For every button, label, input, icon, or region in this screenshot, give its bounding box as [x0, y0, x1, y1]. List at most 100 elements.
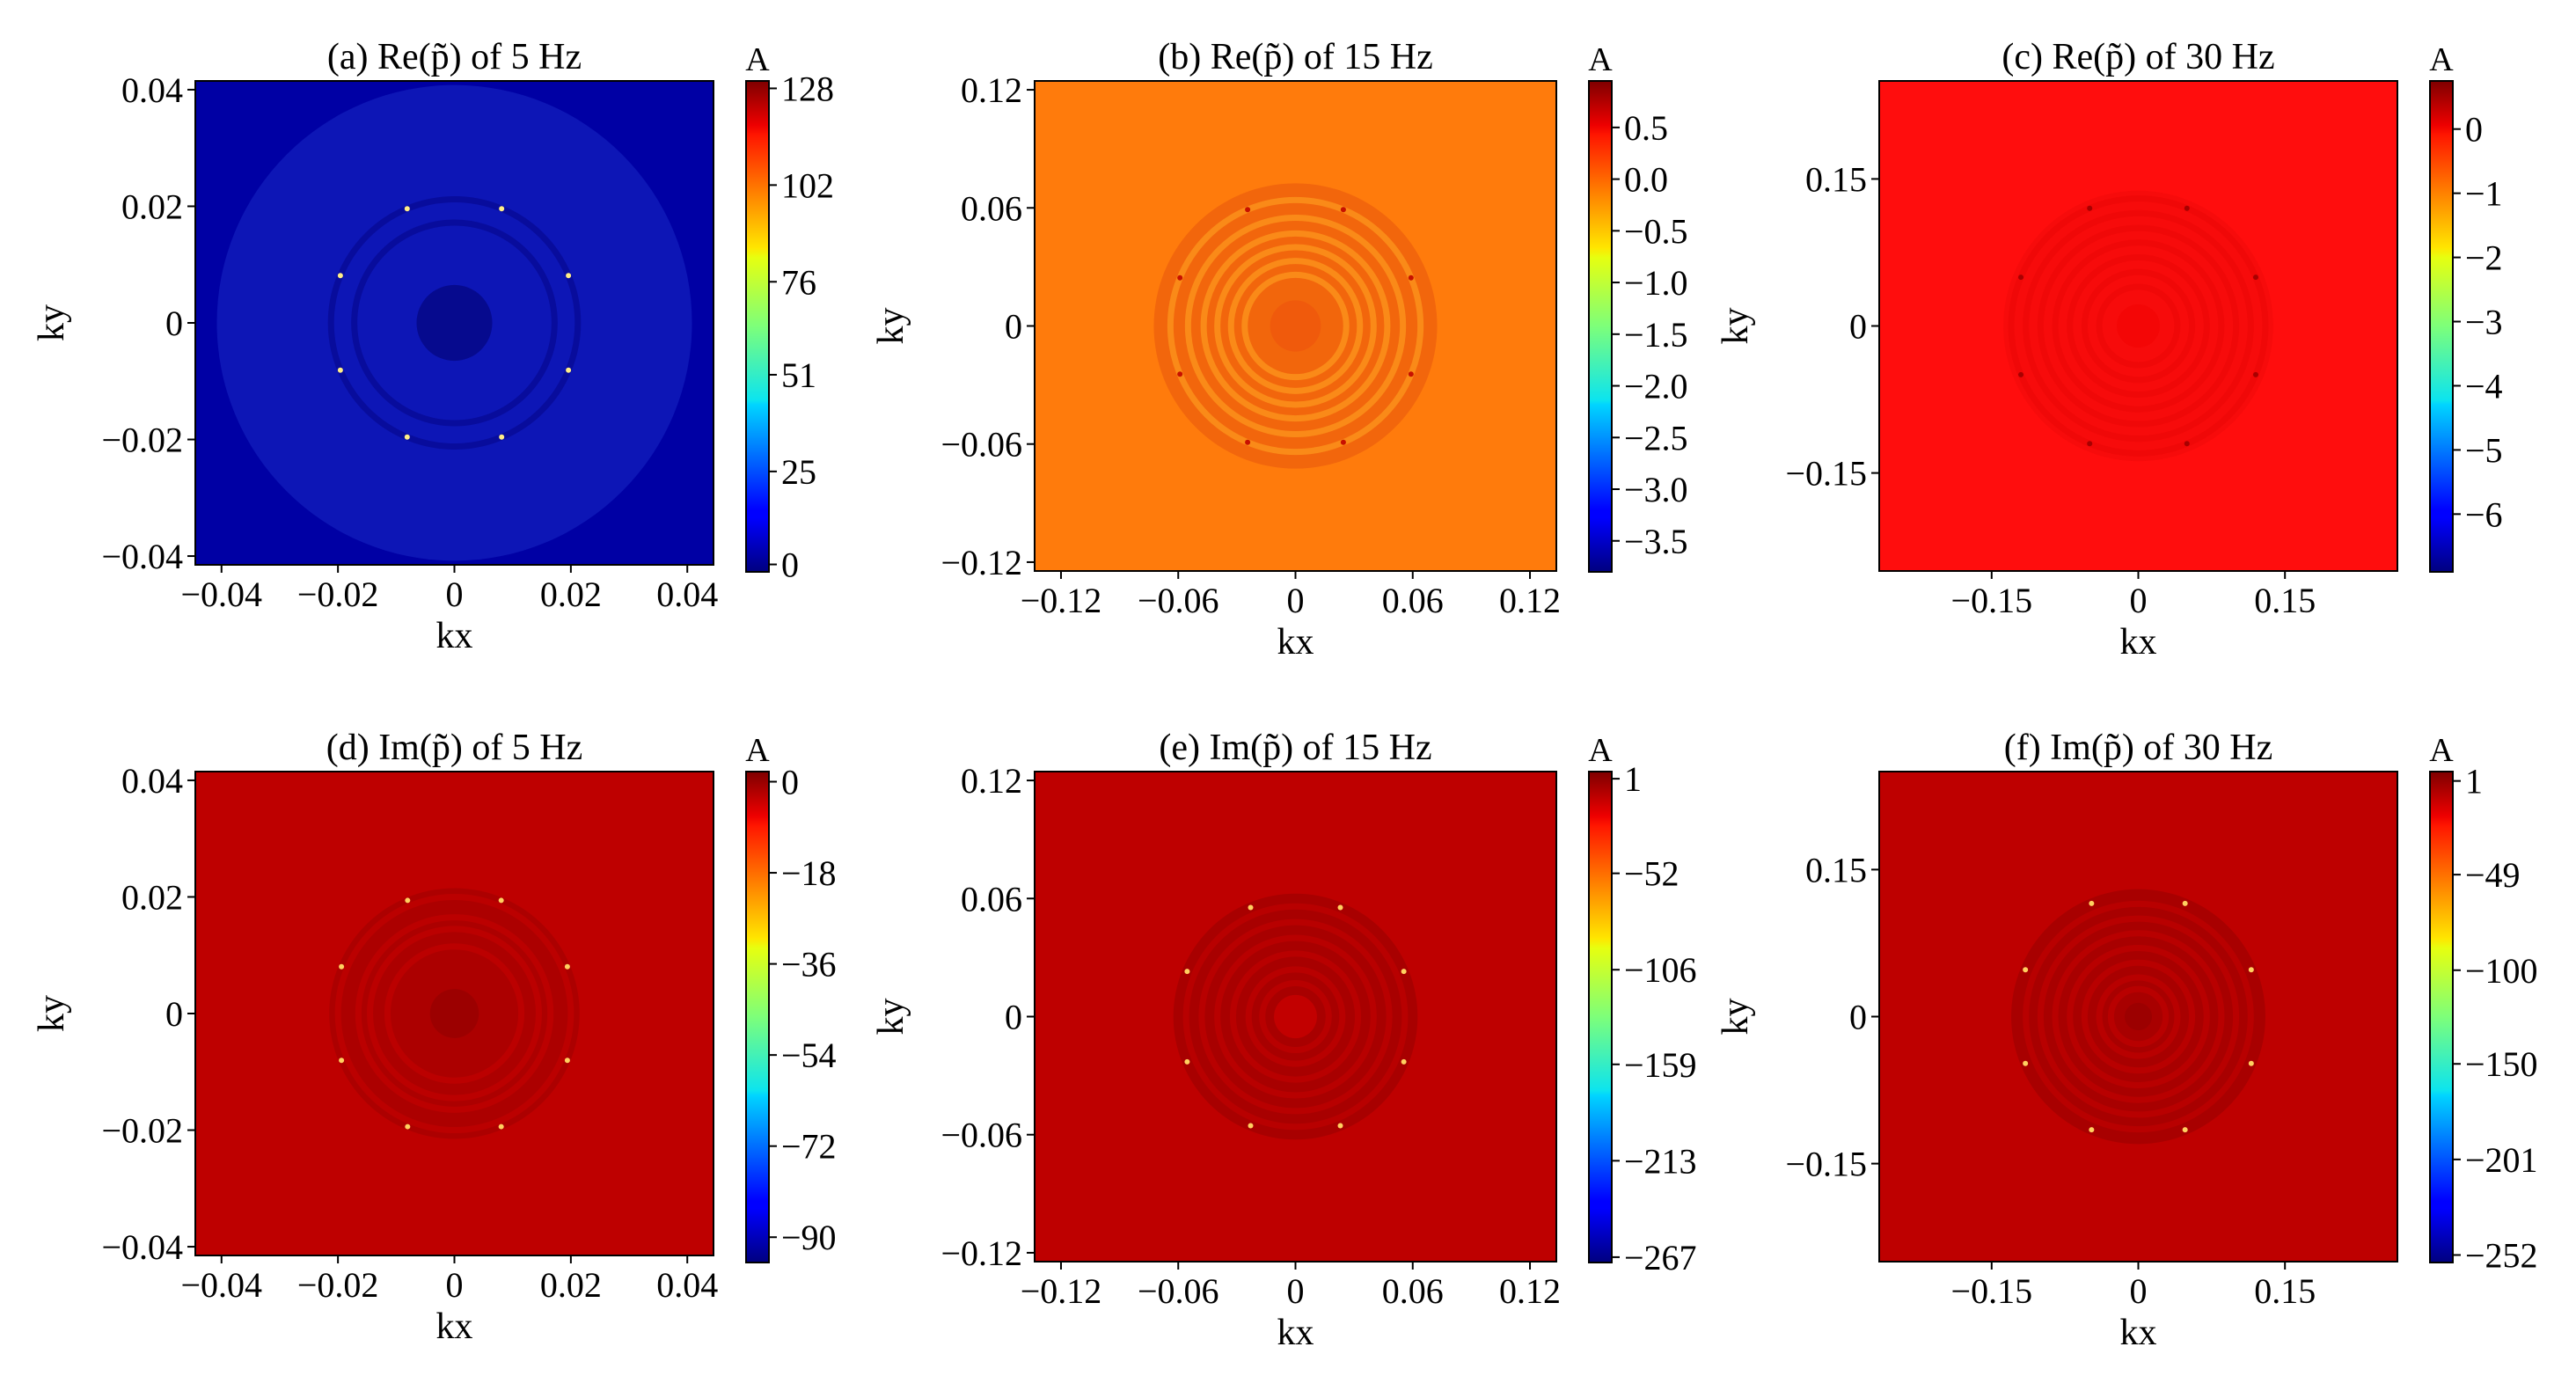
colorbar-tick-label: 1	[2465, 762, 2483, 801]
colorbar	[2429, 80, 2454, 573]
y-tick-label: −0.15	[1785, 1145, 1867, 1184]
colorbar-tick-label: −5	[2465, 430, 2503, 470]
colorbar-tick-label: 0.0	[1624, 160, 1668, 200]
bright-spot	[1245, 439, 1251, 445]
colorbar-tick-label: −267	[1624, 1238, 1697, 1277]
y-tick-label: 0	[1005, 998, 1022, 1037]
x-tick-label: −0.12	[1021, 1271, 1102, 1311]
bright-spot	[1245, 207, 1251, 213]
panel-f: −0.15 0 0.15 0.15 0 −0.15 kx ky (f) Im(p̃̃) of 3…	[1716, 728, 2538, 1353]
colorbar-tick-label: 128	[781, 69, 834, 108]
y-tick-label: −0.12	[940, 1233, 1022, 1273]
bright-spot	[2087, 205, 2093, 211]
ring	[2067, 254, 2210, 398]
colorbar-tick-label: −1.5	[1624, 315, 1688, 355]
y-tick-label: 0.06	[961, 879, 1022, 919]
colorbar-tick-label: −213	[1624, 1141, 1697, 1181]
x-tick-label: 0.12	[1499, 581, 1561, 620]
y-tick-label: 0.15	[1805, 850, 1867, 889]
y-tick-label: 0.02	[121, 877, 183, 917]
bright-spot	[337, 273, 343, 279]
x-axis-label: kx	[1277, 1313, 1314, 1353]
colorbar-tick-label: −100	[2465, 951, 2538, 991]
colorbar-tick-label: 51	[781, 355, 816, 395]
x-tick-label: 0	[446, 575, 464, 614]
ring	[1184, 214, 1407, 438]
bright-spot	[1340, 439, 1346, 445]
x-tick-label: 0.15	[2254, 1271, 2316, 1311]
bright-spot	[2252, 371, 2258, 377]
ring	[327, 196, 582, 450]
bright-spot	[566, 273, 572, 279]
colorbar-label: A	[1588, 732, 1613, 769]
colorbar-label: A	[2429, 732, 2454, 769]
colorbar-tick-label: −3.0	[1624, 470, 1688, 509]
heatmap-image	[195, 81, 714, 565]
bright-spot	[2018, 274, 2024, 281]
colorbar-tick-label: −2	[2465, 238, 2503, 278]
bright-spot	[2087, 441, 2093, 447]
heatmap-image	[1879, 81, 2397, 571]
bright-spot	[1408, 371, 1414, 377]
ring	[367, 926, 542, 1102]
x-tick-label: 0.15	[2254, 581, 2316, 620]
bright-spot	[499, 206, 505, 212]
y-axis-label: ky	[1716, 308, 1756, 345]
ring	[2023, 209, 2254, 443]
x-axis-label: kx	[2120, 1313, 2157, 1353]
panel-b: −0.12 −0.06 0 0.06 0.12 0.12 0.06 0 −0.06 −0.12 kx…	[871, 37, 1688, 662]
bright-spot	[566, 367, 572, 373]
heatmap-image	[1879, 772, 2397, 1262]
x-tick-label: −0.02	[297, 575, 379, 614]
x-axis-label: kx	[2120, 622, 2157, 662]
bright-spot	[2184, 441, 2190, 447]
colorbar-tick-label: −52	[1624, 854, 1680, 894]
y-tick-label: 0.06	[961, 188, 1022, 228]
y-tick-label: 0.12	[961, 761, 1022, 801]
ring	[351, 219, 558, 427]
bright-spot	[1340, 207, 1346, 213]
ring	[1227, 258, 1364, 394]
panel-c: −0.15 0 0.15 0.15 0 −0.15 kx ky (c) Re(p̃̃) of 3…	[1716, 37, 2503, 662]
panel-title: (a) Re(p̃̃) of 5 Hz	[327, 37, 582, 77]
colorbar-tick-label: −1.0	[1624, 263, 1688, 303]
y-tick-label: 0	[1849, 998, 1867, 1037]
colorbar	[1588, 771, 1613, 1263]
colorbar	[2429, 771, 2454, 1263]
ring	[2052, 239, 2225, 413]
colorbar-tick-label: −2.5	[1624, 418, 1688, 457]
colorbar-tick-label: −36	[781, 945, 837, 984]
bright-spot	[339, 963, 345, 970]
panel-d: −0.04 −0.02 0 0.02 0.04 0.04 0.02 0 −0.02 −0.04 kx…	[32, 728, 837, 1347]
y-tick-label: 0	[165, 994, 183, 1034]
bright-spot	[564, 1058, 570, 1064]
y-tick-label: 0	[165, 304, 183, 343]
colorbar-tick-label: 102	[781, 165, 834, 205]
y-axis-label: ky	[32, 995, 72, 1032]
y-tick-label: 0.02	[121, 187, 183, 226]
colorbar-tick-label: 0.5	[1624, 108, 1668, 148]
bright-spot	[2252, 274, 2258, 281]
x-tick-label: 0.04	[656, 575, 718, 614]
bright-spot	[405, 1123, 411, 1130]
ring	[1214, 934, 1377, 1099]
y-axis-label: ky	[32, 304, 72, 341]
x-axis-label: kx	[1277, 622, 1314, 662]
x-tick-label: 0	[2130, 581, 2148, 620]
ring	[2107, 985, 2170, 1048]
panel-title: (b) Re(p̃̃) of 15 Hz	[1158, 37, 1433, 77]
bright-spot	[2089, 900, 2095, 906]
center-disc	[2117, 304, 2160, 348]
x-tick-label: 0.02	[540, 575, 602, 614]
center-disc	[416, 284, 493, 362]
colorbar-label: A	[745, 41, 770, 78]
colorbar-tick-label: −159	[1624, 1045, 1697, 1085]
x-tick-label: −0.04	[180, 575, 262, 614]
y-tick-label: −0.02	[101, 421, 183, 460]
bright-spot	[2023, 967, 2029, 973]
bright-spot	[2089, 1127, 2095, 1133]
colorbar-tick-label: −2.0	[1624, 367, 1688, 406]
bright-spot	[1184, 1058, 1190, 1065]
ring	[2008, 195, 2269, 457]
